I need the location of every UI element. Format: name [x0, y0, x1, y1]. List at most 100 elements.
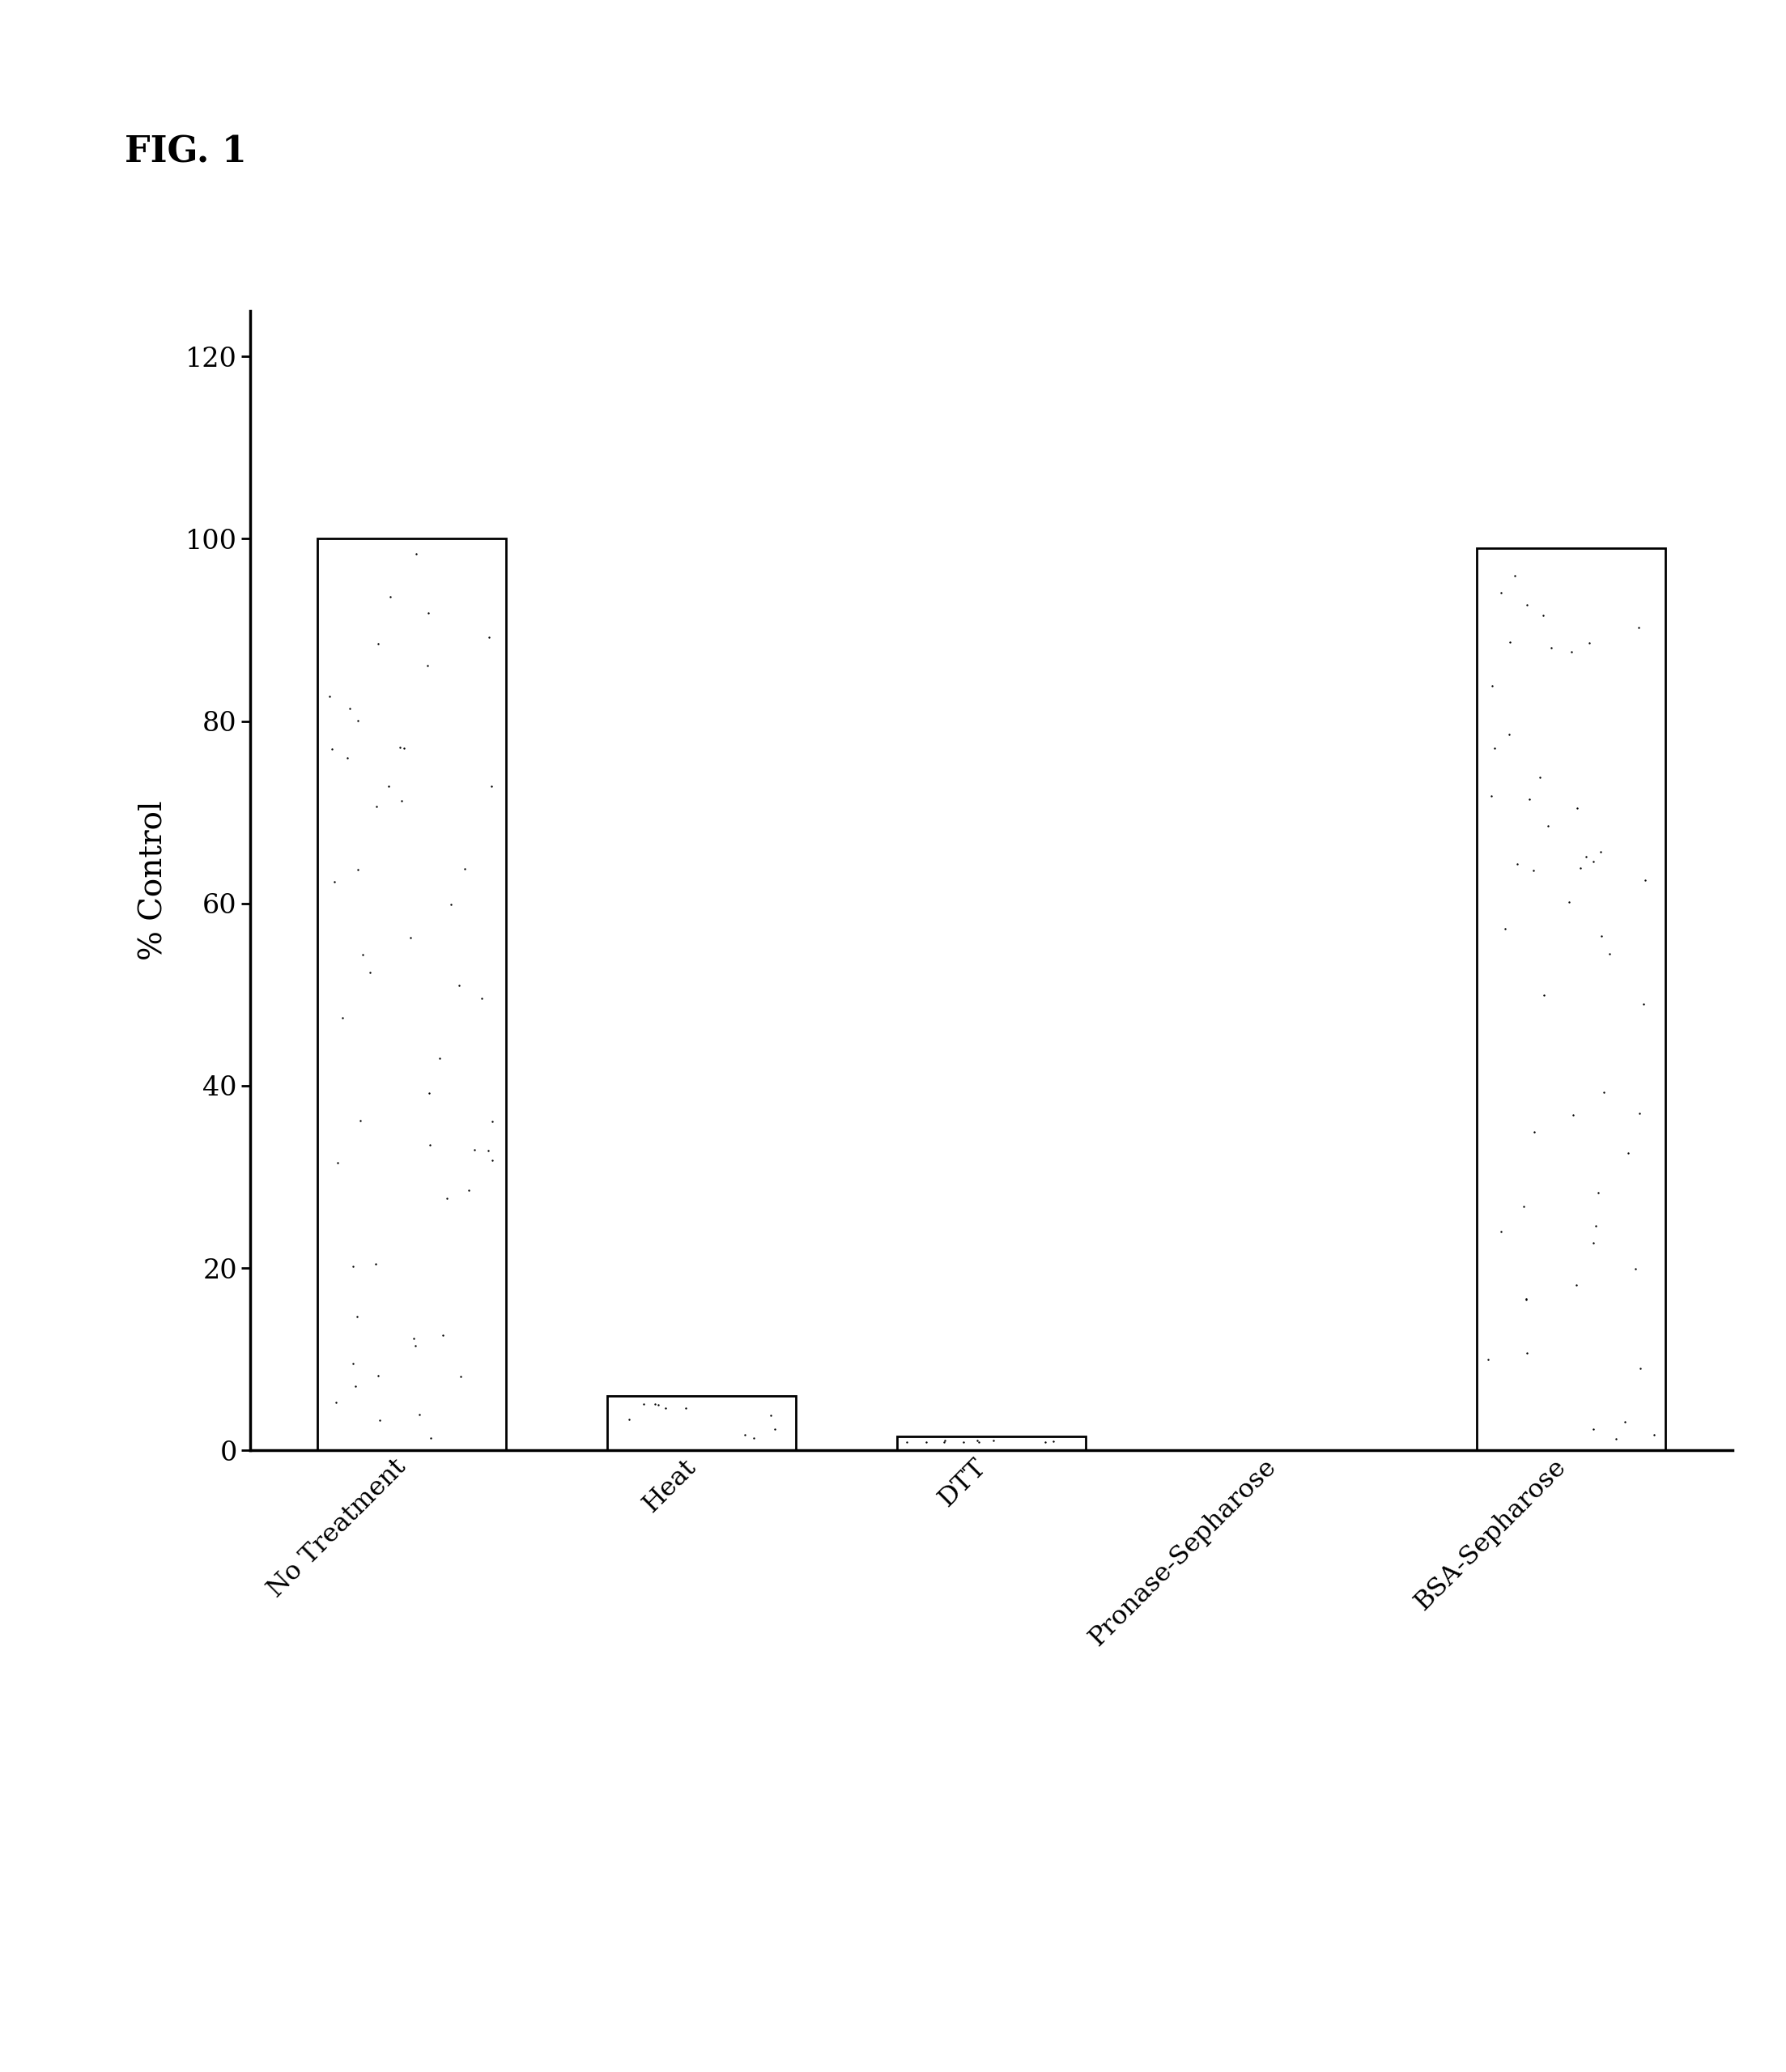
- Point: [1511, 1283, 1540, 1316]
- Point: [450, 852, 479, 885]
- Point: [1559, 1098, 1588, 1131]
- Point: [614, 1403, 643, 1436]
- Point: [757, 1399, 786, 1432]
- Point: [363, 789, 391, 823]
- Point: [364, 1359, 393, 1392]
- Point: [477, 1104, 505, 1138]
- Point: [375, 580, 404, 613]
- Point: [929, 1426, 957, 1459]
- Point: [1590, 1075, 1618, 1109]
- Point: [425, 1042, 454, 1075]
- Point: [405, 1399, 434, 1432]
- Point: [1479, 669, 1507, 702]
- Point: [320, 866, 348, 899]
- Point: [652, 1390, 680, 1423]
- Point: [355, 955, 384, 988]
- Bar: [318, 539, 505, 1450]
- Point: [339, 1249, 368, 1283]
- Point: [1588, 920, 1616, 953]
- Point: [364, 628, 393, 661]
- Point: [1031, 1426, 1059, 1459]
- Point: [1473, 1343, 1502, 1376]
- Point: [388, 783, 416, 816]
- Point: [641, 1388, 670, 1421]
- Point: [1584, 1177, 1613, 1210]
- Point: [348, 939, 377, 972]
- Point: [1538, 632, 1566, 665]
- Point: [468, 982, 497, 1015]
- Point: [473, 1133, 502, 1167]
- Point: [341, 1370, 370, 1403]
- Point: [1581, 1208, 1609, 1241]
- Point: [361, 1247, 389, 1280]
- Y-axis label: % Control: % Control: [139, 800, 168, 961]
- Point: [730, 1419, 759, 1452]
- Point: [1557, 636, 1586, 669]
- Point: [1563, 792, 1591, 825]
- Point: [339, 1347, 368, 1380]
- Point: [461, 1133, 489, 1167]
- Point: [429, 1318, 457, 1351]
- Point: [1579, 1227, 1607, 1260]
- Point: [1556, 887, 1584, 920]
- Point: [1513, 1283, 1541, 1316]
- Point: [386, 731, 414, 765]
- Point: [1477, 779, 1506, 812]
- Bar: [1477, 547, 1665, 1450]
- Point: [1615, 1135, 1643, 1169]
- Point: [761, 1413, 789, 1446]
- Point: [1039, 1426, 1068, 1459]
- Point: [963, 1423, 991, 1457]
- Point: [645, 1388, 673, 1421]
- Point: [1579, 845, 1607, 879]
- Point: [1495, 717, 1523, 750]
- Point: [672, 1392, 700, 1426]
- Point: [446, 1359, 475, 1392]
- Point: [323, 1146, 352, 1179]
- Point: [964, 1426, 993, 1459]
- Point: [1575, 626, 1604, 659]
- Point: [445, 968, 473, 1001]
- Point: [1481, 731, 1509, 765]
- Point: [321, 1386, 350, 1419]
- Point: [432, 1183, 461, 1216]
- Point: [1534, 810, 1563, 843]
- Point: [1595, 937, 1623, 970]
- Point: [396, 920, 425, 953]
- Point: [1625, 611, 1654, 644]
- Point: [1513, 588, 1541, 622]
- Point: [1602, 1421, 1631, 1455]
- Point: [475, 620, 504, 653]
- Point: [413, 649, 441, 682]
- Point: [375, 771, 404, 804]
- Point: [1572, 839, 1600, 872]
- Bar: [607, 1397, 795, 1450]
- Point: [1504, 847, 1532, 881]
- Point: [343, 854, 371, 887]
- Point: [318, 731, 346, 765]
- Point: [346, 1104, 375, 1138]
- Point: [629, 1388, 657, 1421]
- Point: [336, 692, 364, 725]
- Point: [1631, 864, 1659, 897]
- Point: [343, 704, 371, 738]
- Point: [416, 1129, 445, 1162]
- Point: [1611, 1405, 1640, 1438]
- Point: [1622, 1251, 1650, 1285]
- Point: [913, 1426, 941, 1459]
- Point: [400, 1330, 429, 1363]
- Point: [477, 1144, 505, 1177]
- Point: [329, 1001, 357, 1034]
- Point: [1625, 1096, 1654, 1129]
- Point: [1509, 1189, 1538, 1222]
- Bar: [897, 1436, 1086, 1450]
- Point: [414, 597, 443, 630]
- Point: [1486, 1214, 1515, 1247]
- Point: [454, 1173, 482, 1206]
- Point: [414, 1077, 443, 1111]
- Point: [1491, 912, 1520, 945]
- Point: [364, 1403, 393, 1436]
- Point: [931, 1423, 959, 1457]
- Point: [1629, 988, 1657, 1021]
- Point: [332, 742, 361, 775]
